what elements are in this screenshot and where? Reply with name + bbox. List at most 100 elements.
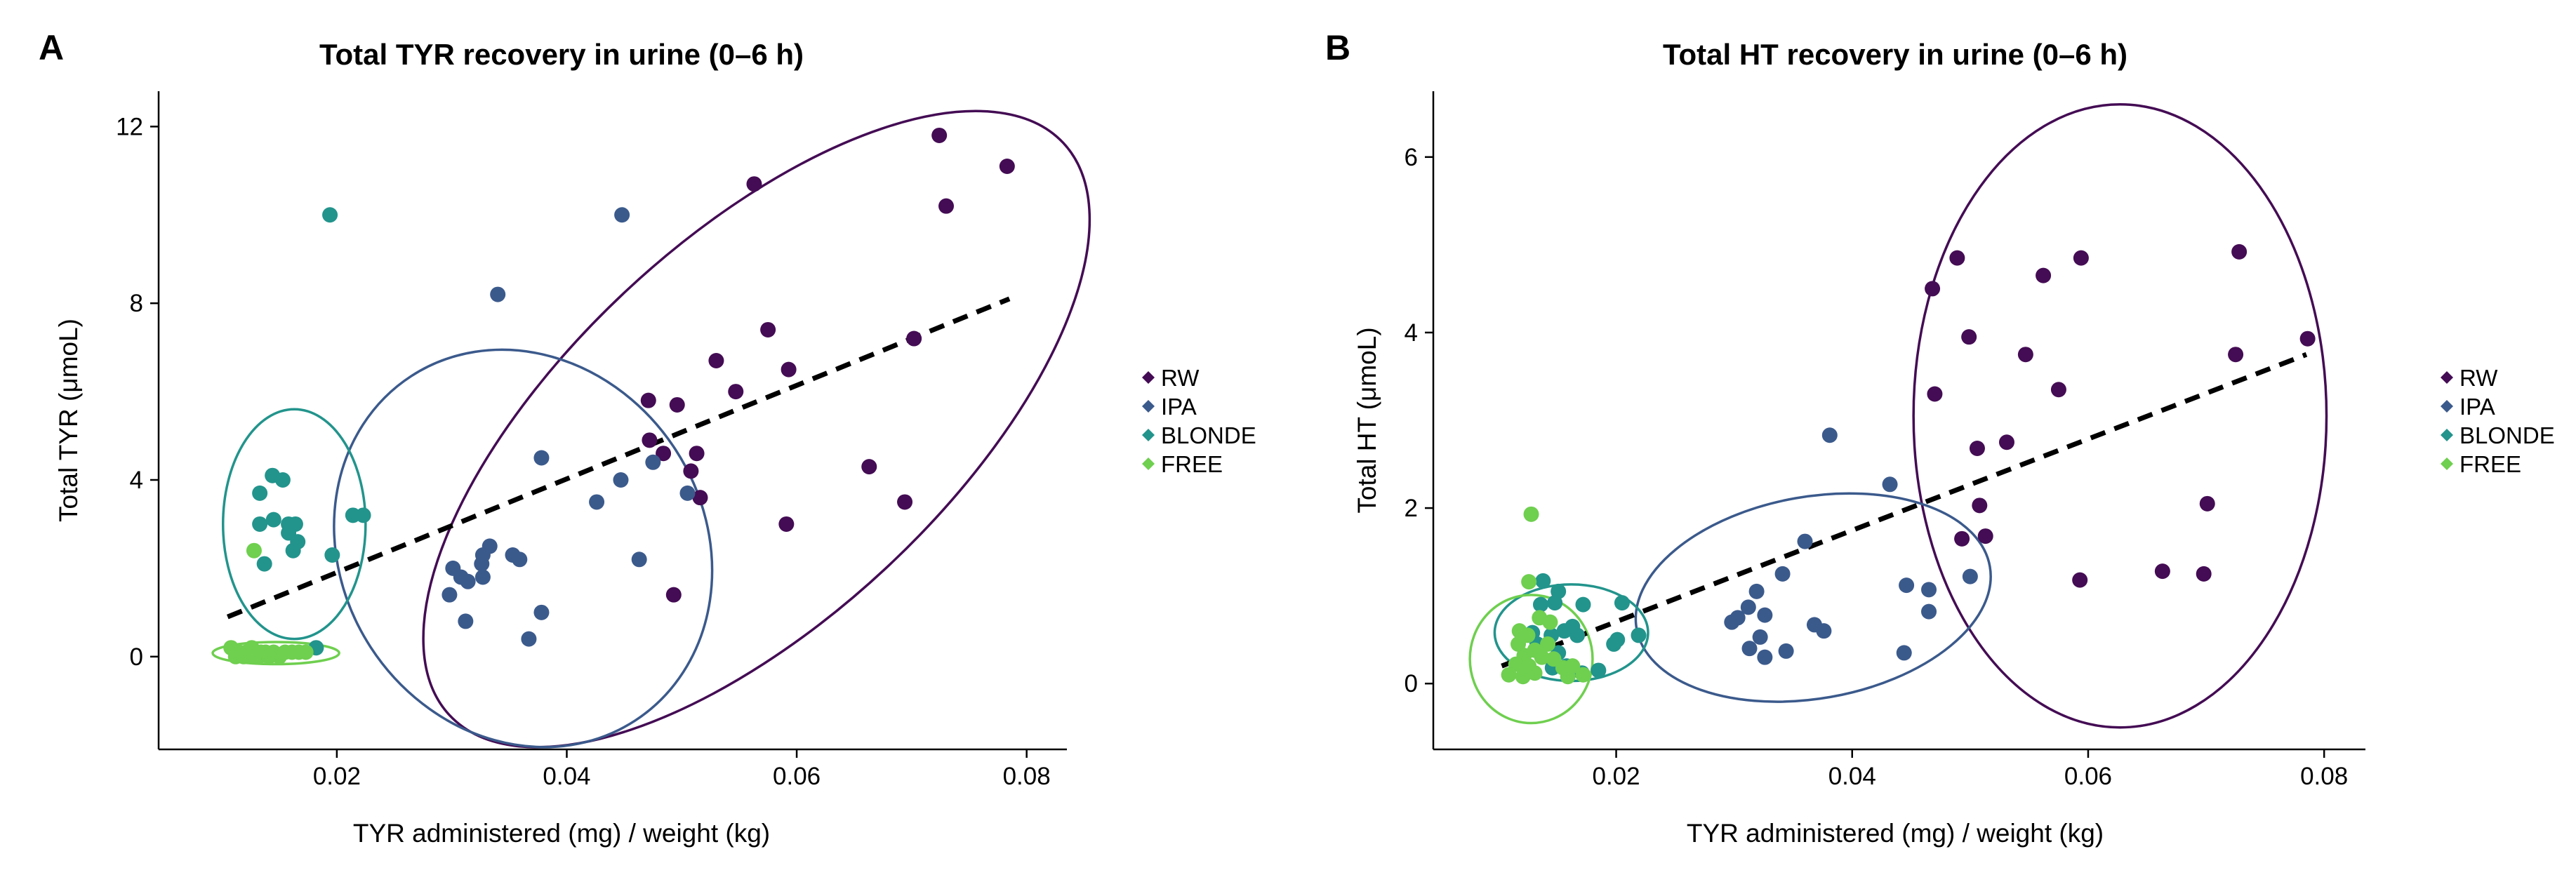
legend-b: RW IPA BLONDE FREE [2441, 365, 2555, 477]
point-rw [938, 198, 955, 214]
point-free [246, 648, 262, 664]
point-ipa [1757, 649, 1773, 665]
point-blonde [1575, 596, 1591, 613]
panel-a: A Total TYR recovery in urine (0–6 h) TY… [39, 28, 1091, 848]
legend-marker-free [2441, 457, 2453, 470]
legend-item-blonde: BLONDE [1142, 422, 1256, 448]
point-rw [665, 587, 682, 603]
point-blonde [1569, 627, 1586, 643]
legend-label-free: FREE [1161, 451, 1223, 477]
x-axis-label-a: TYR administered (mg) / weight (kg) [353, 819, 770, 848]
point-blonde [1614, 595, 1630, 611]
point-blonde [265, 512, 281, 528]
point-rw [640, 392, 656, 408]
point-blonde [285, 542, 301, 559]
point-rw [1977, 528, 1993, 544]
point-rw [728, 384, 744, 400]
chart-title-a: Total TYR recovery in urine (0–6 h) [319, 38, 804, 71]
x-tick-label: 0.02 [1592, 763, 1640, 790]
legend-label-ipa: IPA [2459, 394, 2495, 420]
point-blonde [1591, 662, 1607, 679]
y-axis-label-b: Total HT (μmoL) [1353, 327, 1381, 513]
point-rw [2199, 495, 2215, 512]
legend-item-ipa: IPA [2441, 394, 2495, 420]
legend-marker-free [1142, 457, 1155, 470]
legend-marker-blonde [2441, 429, 2453, 441]
point-ipa [1921, 603, 1937, 620]
point-free [1534, 649, 1550, 665]
legend-item-blonde: BLONDE [2441, 422, 2555, 448]
point-ipa [1778, 643, 1794, 659]
point-ipa [614, 207, 630, 223]
points-a [223, 127, 1015, 664]
point-free [1542, 614, 1558, 630]
legend-label-free: FREE [2459, 451, 2521, 477]
point-ipa [679, 485, 696, 501]
legend-marker-ipa [2441, 400, 2453, 413]
ellipses-a [211, 109, 1091, 749]
legend-item-rw: RW [1142, 365, 1200, 391]
point-ipa [1748, 583, 1765, 599]
point-blonde [355, 507, 371, 523]
point-blonde [1631, 627, 1647, 643]
x-tick-label: 0.04 [543, 763, 590, 790]
ellipse-blonde [221, 408, 367, 641]
point-blonde [1535, 573, 1551, 589]
trend-line [226, 296, 1011, 620]
point-free [1523, 506, 1539, 522]
point-blonde [1547, 595, 1563, 611]
point-rw [656, 446, 672, 462]
ellipses-b [1468, 103, 2328, 729]
point-blonde [274, 472, 291, 488]
y-tick-label: 12 [116, 113, 143, 140]
point-rw [781, 361, 797, 377]
point-free [1540, 636, 1556, 652]
point-rw [1949, 250, 1965, 266]
ticks-b: 0.02 0.04 0.06 0.08 0 2 4 6 [1405, 144, 2349, 790]
x-tick-label: 0.06 [773, 763, 821, 790]
point-free [1515, 669, 1531, 685]
point-ipa [1724, 614, 1740, 630]
point-blonde [324, 547, 340, 563]
point-free [1560, 669, 1576, 685]
point-rw [1954, 530, 1970, 547]
panel-letter-b: B [1325, 28, 1350, 67]
y-tick-label: 0 [130, 643, 143, 671]
x-tick-label: 0.08 [1003, 763, 1051, 790]
point-ipa [1816, 623, 1832, 639]
point-ipa [645, 454, 661, 470]
point-ipa [1899, 577, 1915, 594]
point-free [298, 644, 314, 660]
point-rw [2073, 250, 2089, 266]
point-ipa [1741, 641, 1758, 657]
chart-title-b: Total HT recovery in urine (0–6 h) [1663, 38, 2127, 71]
legend-marker-blonde [1142, 429, 1155, 441]
point-free [1511, 636, 1527, 652]
x-tick-label: 0.04 [1828, 763, 1876, 790]
point-ipa [1797, 533, 1813, 549]
point-rw [692, 490, 708, 506]
y-tick-label: 0 [1405, 670, 1418, 697]
point-ipa [631, 552, 647, 568]
trend-line [1501, 352, 2308, 669]
point-rw [746, 176, 762, 192]
ellipse-free [211, 641, 340, 666]
ellipse-rw [422, 109, 1091, 749]
point-blonde [322, 207, 338, 223]
y-tick-label: 2 [1405, 495, 1418, 522]
x-tick-label: 0.08 [2300, 763, 2348, 790]
point-rw [1972, 497, 1988, 514]
point-ipa [474, 569, 491, 585]
point-blonde [252, 485, 268, 501]
point-rw [1969, 441, 1985, 457]
points-b [1501, 243, 2316, 685]
y-tick-label: 6 [1405, 144, 1418, 171]
legend-item-free: FREE [1142, 451, 1223, 477]
legend-label-blonde: BLONDE [1161, 422, 1256, 448]
point-free [1527, 665, 1543, 681]
point-rw [2072, 572, 2088, 588]
legend-item-ipa: IPA [1142, 394, 1197, 420]
legend-label-ipa: IPA [1161, 394, 1197, 420]
point-ipa [589, 494, 605, 510]
